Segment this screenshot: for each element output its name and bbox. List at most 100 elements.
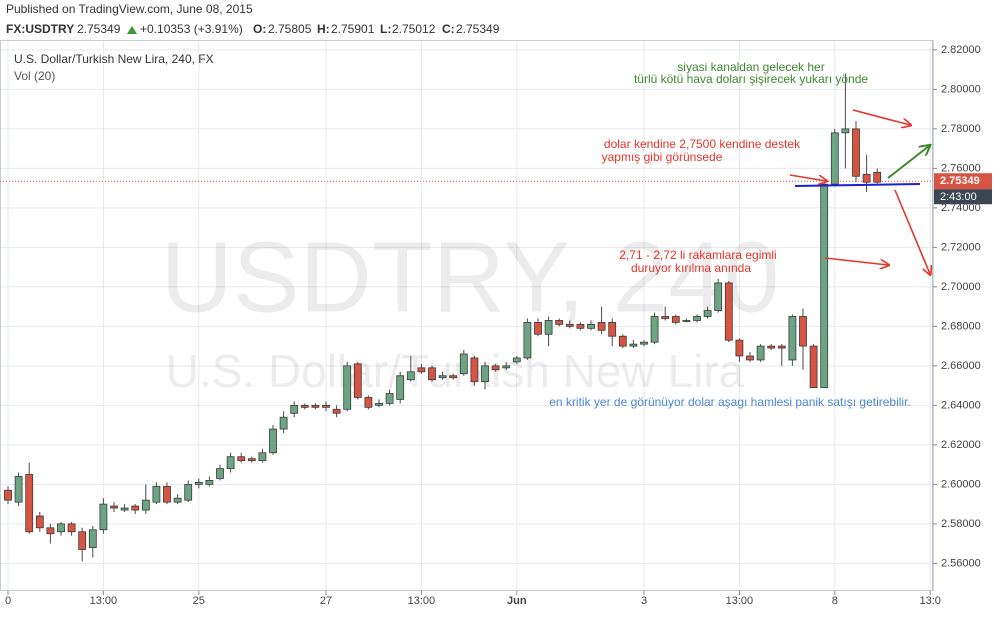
y-tick-label: 2.60000 [941, 478, 981, 490]
candle-body [131, 505, 140, 511]
y-tick-label: 2.64000 [941, 399, 981, 411]
candle-body [671, 316, 680, 323]
candle-body [756, 345, 765, 361]
candle-body [618, 335, 627, 347]
arrow [852, 109, 910, 125]
candle-body [216, 468, 224, 479]
candle-body [353, 363, 362, 398]
x-tick-label: Jun [507, 595, 527, 607]
candle-body [459, 353, 468, 375]
up-triangle [127, 26, 137, 34]
candle-body [300, 404, 309, 408]
candle-body [88, 529, 97, 548]
low: 2.75012 [392, 22, 436, 36]
arrow [789, 174, 826, 181]
watermark: USDTRY, 240 U.S. Dollar/Turkish New Lira [161, 221, 780, 397]
candle-body [163, 485, 171, 503]
candle-body [873, 171, 882, 183]
candle-body [14, 476, 23, 503]
candle-body [629, 343, 638, 347]
candle-body [714, 282, 723, 311]
candle-body [194, 481, 203, 485]
candle-body [152, 485, 161, 503]
candle-body [205, 480, 214, 485]
candle-body [693, 316, 701, 321]
candle-body [25, 474, 34, 533]
y-tick-label: 2.74000 [941, 202, 981, 214]
y-tick-label: 2.62000 [941, 439, 981, 451]
candle-body [141, 499, 150, 511]
published: Published on TradingView.com, June 08, 2… [6, 2, 253, 16]
y-tick-label: 2.76000 [941, 162, 981, 174]
candle-body [269, 428, 277, 454]
candle-body [576, 323, 585, 329]
candle-body [640, 341, 648, 345]
candle-body [852, 128, 860, 177]
candle-body [237, 456, 246, 462]
candle-body [555, 320, 564, 325]
countdown-box [934, 189, 992, 205]
y-tick-label: 2.56000 [941, 557, 981, 569]
candle-body [767, 345, 776, 349]
candle-body [703, 310, 712, 317]
candle-body [438, 375, 447, 379]
candle-body [682, 320, 691, 322]
candle-body [46, 527, 55, 535]
open: 2.75805 [268, 22, 312, 36]
indicator: Vol (20) [14, 69, 55, 83]
candle-body [258, 452, 267, 462]
y-tick-label: 2.78000 [941, 123, 981, 135]
candle-body [820, 183, 829, 388]
annotation: yapmış gibi görünsede [602, 150, 723, 164]
annotation: türlü kötü hava doları şişirecek yukarı … [634, 72, 868, 86]
arrow [824, 257, 888, 265]
x-tick-label: 25 [193, 595, 205, 607]
candle-body [35, 515, 44, 529]
candle-body [343, 365, 352, 410]
y-tick-label: 2.82000 [941, 44, 981, 56]
candle-body [364, 397, 373, 408]
candle-body [608, 322, 617, 337]
candle-body [396, 375, 405, 400]
candle-body [650, 316, 659, 343]
candle-body [279, 416, 288, 430]
arrow [887, 146, 929, 179]
candle-body [512, 357, 521, 363]
candle-body [491, 365, 500, 371]
candle-body [417, 367, 426, 373]
candle-body [788, 316, 797, 361]
candle-body [565, 323, 574, 327]
countdown-label: 2:43:00 [940, 191, 977, 203]
candle-body [322, 404, 330, 408]
candle-body [385, 393, 394, 404]
x-tick-label: 27 [320, 595, 332, 607]
x-tick-label: 13:00 [90, 595, 118, 607]
last: 2.75349 [77, 22, 121, 36]
candle-body [862, 173, 871, 183]
candle-body [735, 339, 744, 357]
change: +0.10353 (+3.91%) [140, 22, 243, 36]
high: 2.75901 [331, 22, 375, 36]
candle-body [841, 128, 850, 134]
candle-body [544, 320, 553, 335]
annotation: duruyor kırılma anında [631, 261, 751, 275]
candle-body [777, 345, 786, 349]
candle-body [290, 404, 299, 414]
low-label: L: [380, 22, 391, 36]
chart-title: U.S. Dollar/Turkish New Lira, 240, FX [14, 52, 214, 66]
drawings [789, 109, 930, 274]
candle-body [534, 322, 542, 335]
x-tick-label: 0 [5, 595, 11, 607]
y-tick-label: 2.80000 [941, 83, 981, 95]
last-price-label: 2.75349 [940, 175, 980, 187]
candle-body [4, 489, 12, 501]
candle-body [78, 531, 87, 550]
close: 2.75349 [456, 22, 500, 36]
candle-body [311, 404, 320, 408]
annotation: en kritik yer de görünüyor dolar aşagı h… [549, 395, 911, 409]
candle-body [449, 375, 458, 379]
candle-body [799, 316, 807, 347]
